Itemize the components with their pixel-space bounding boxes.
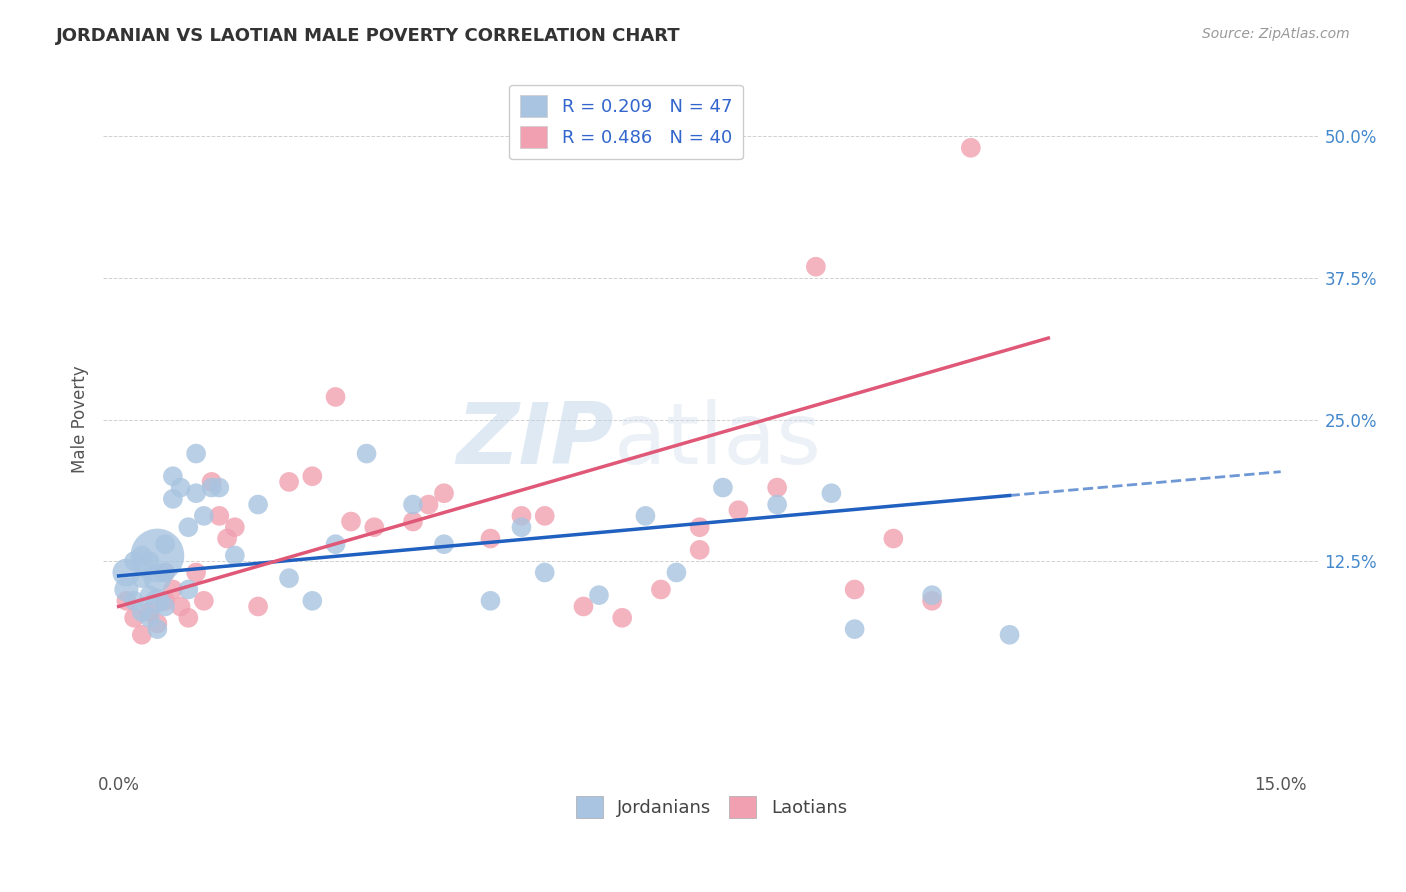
Text: ZIP: ZIP xyxy=(457,400,614,483)
Point xyxy=(510,520,533,534)
Point xyxy=(138,605,160,619)
Point xyxy=(402,498,425,512)
Point xyxy=(325,390,347,404)
Point xyxy=(959,141,981,155)
Point xyxy=(115,566,138,580)
Point xyxy=(247,599,270,614)
Text: JORDANIAN VS LAOTIAN MALE POVERTY CORRELATION CHART: JORDANIAN VS LAOTIAN MALE POVERTY CORREL… xyxy=(56,27,681,45)
Point xyxy=(766,481,789,495)
Point xyxy=(131,571,153,585)
Point xyxy=(278,571,301,585)
Point xyxy=(115,594,138,608)
Point xyxy=(402,515,425,529)
Point xyxy=(433,486,456,500)
Point xyxy=(122,554,145,568)
Point xyxy=(301,594,323,608)
Point xyxy=(278,475,301,489)
Point xyxy=(153,566,176,580)
Point xyxy=(433,537,456,551)
Point xyxy=(588,588,610,602)
Point xyxy=(356,447,378,461)
Point xyxy=(131,549,153,563)
Point xyxy=(131,605,153,619)
Point xyxy=(177,520,200,534)
Point xyxy=(193,508,215,523)
Point xyxy=(138,554,160,568)
Point xyxy=(921,588,943,602)
Point xyxy=(340,515,363,529)
Point xyxy=(572,599,595,614)
Point xyxy=(153,566,176,580)
Point xyxy=(533,508,555,523)
Point xyxy=(122,594,145,608)
Point xyxy=(217,532,239,546)
Point xyxy=(208,508,231,523)
Point xyxy=(162,491,184,506)
Point xyxy=(184,486,207,500)
Point xyxy=(177,611,200,625)
Point xyxy=(115,582,138,597)
Point xyxy=(177,582,200,597)
Point xyxy=(479,532,502,546)
Point xyxy=(612,611,634,625)
Point xyxy=(193,594,215,608)
Y-axis label: Male Poverty: Male Poverty xyxy=(72,366,89,474)
Point xyxy=(479,594,502,608)
Point xyxy=(689,520,711,534)
Text: atlas: atlas xyxy=(614,400,823,483)
Point xyxy=(138,611,160,625)
Point xyxy=(804,260,827,274)
Point xyxy=(131,628,153,642)
Point xyxy=(882,532,904,546)
Point xyxy=(169,481,191,495)
Legend: Jordanians, Laotians: Jordanians, Laotians xyxy=(568,789,855,825)
Point xyxy=(162,469,184,483)
Point xyxy=(138,588,160,602)
Point xyxy=(200,481,222,495)
Point xyxy=(122,611,145,625)
Text: Source: ZipAtlas.com: Source: ZipAtlas.com xyxy=(1202,27,1350,41)
Point xyxy=(169,599,191,614)
Point xyxy=(247,498,270,512)
Point xyxy=(184,566,207,580)
Point xyxy=(844,582,866,597)
Point xyxy=(184,447,207,461)
Point xyxy=(146,616,169,631)
Point xyxy=(363,520,385,534)
Point xyxy=(711,481,734,495)
Point xyxy=(844,622,866,636)
Point xyxy=(727,503,749,517)
Point xyxy=(153,537,176,551)
Point xyxy=(146,622,169,636)
Point xyxy=(998,628,1021,642)
Point xyxy=(146,549,169,563)
Point xyxy=(200,475,222,489)
Point xyxy=(153,599,176,614)
Point xyxy=(146,571,169,585)
Point xyxy=(224,549,246,563)
Point xyxy=(921,594,943,608)
Point xyxy=(301,469,323,483)
Point xyxy=(418,498,440,512)
Point xyxy=(224,520,246,534)
Point xyxy=(820,486,842,500)
Point xyxy=(634,508,657,523)
Point xyxy=(510,508,533,523)
Point xyxy=(162,582,184,597)
Point xyxy=(689,542,711,557)
Point xyxy=(208,481,231,495)
Point xyxy=(146,594,169,608)
Point xyxy=(650,582,672,597)
Point xyxy=(533,566,555,580)
Point xyxy=(665,566,688,580)
Point xyxy=(766,498,789,512)
Point xyxy=(325,537,347,551)
Point xyxy=(153,594,176,608)
